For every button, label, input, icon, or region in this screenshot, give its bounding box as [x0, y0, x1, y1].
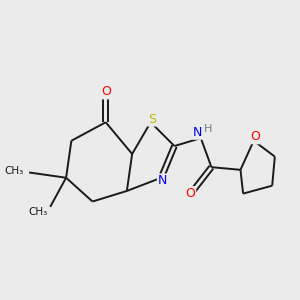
Text: CH₃: CH₃	[28, 207, 48, 217]
Text: O: O	[250, 130, 260, 143]
Text: H: H	[204, 124, 212, 134]
Text: S: S	[148, 112, 156, 126]
Text: N: N	[193, 126, 202, 139]
Text: O: O	[101, 85, 111, 98]
Text: CH₃: CH₃	[4, 166, 24, 176]
Text: N: N	[158, 174, 167, 188]
Text: O: O	[185, 187, 195, 200]
